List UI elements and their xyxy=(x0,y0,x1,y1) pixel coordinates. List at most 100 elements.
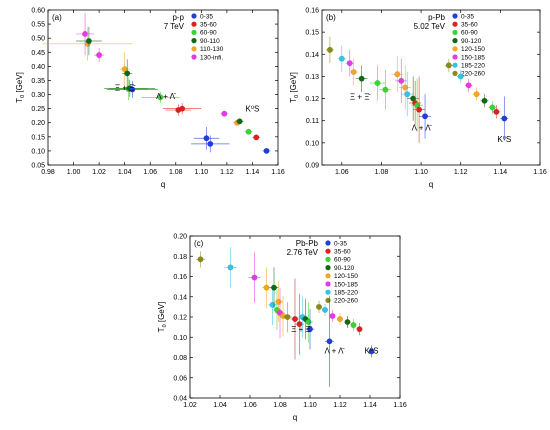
energy-label: 5.02 TeV xyxy=(414,22,446,31)
particle-annotation: Λ + Λ̄ xyxy=(412,124,433,133)
data-point xyxy=(457,73,464,80)
y-tick-label: 0.45 xyxy=(31,50,45,57)
y-tick-label: 0.15 xyxy=(305,30,319,37)
data-point xyxy=(337,316,343,322)
legend-label: 60-90 xyxy=(200,30,217,37)
legend-label: 35-60 xyxy=(461,22,478,29)
y-tick-label: 0.13 xyxy=(305,74,319,81)
y-tick-label: 0.50 xyxy=(31,36,45,43)
y-tick-label: 0.06 xyxy=(173,375,187,382)
legend-marker xyxy=(325,265,331,271)
legend-marker xyxy=(191,38,197,44)
legend-label: 150-185 xyxy=(461,54,485,61)
x-tick-label: 1.06 xyxy=(143,169,157,176)
y-tick-label: 0.14 xyxy=(305,52,319,59)
particle-annotation: Λ + Λ̄ xyxy=(156,92,177,101)
legend-marker xyxy=(452,29,458,35)
y-tick-label: 0.12 xyxy=(173,315,187,322)
legend-marker xyxy=(325,240,331,246)
legend-marker xyxy=(325,281,331,287)
particle-annotation: K⁰S xyxy=(245,104,259,113)
legend-marker xyxy=(191,13,197,19)
x-tick-label: 1.16 xyxy=(271,169,285,176)
data-point xyxy=(96,52,103,59)
particle-annotation: Λ + Λ̄ xyxy=(325,346,346,355)
data-point xyxy=(358,75,365,82)
y-tick-label: 0.12 xyxy=(305,96,319,103)
x-tick-label: 1.16 xyxy=(393,402,407,409)
y-axis-title-main: T xyxy=(15,98,24,103)
data-point xyxy=(374,80,381,87)
particle-annotation: Ξ + Ξ̄ xyxy=(115,83,137,92)
data-point xyxy=(129,86,136,93)
data-point xyxy=(263,284,270,291)
legend-marker xyxy=(325,273,331,279)
energy-label: 7 TeV xyxy=(164,22,185,31)
data-point xyxy=(346,60,353,67)
legend-marker xyxy=(452,54,458,60)
legend-label: 35-60 xyxy=(334,249,351,256)
legend-marker xyxy=(191,54,197,60)
y-tick-label: 0.16 xyxy=(173,274,187,281)
data-point xyxy=(326,338,333,345)
data-point xyxy=(275,298,282,305)
data-point xyxy=(197,256,204,263)
legend-marker xyxy=(452,13,458,19)
x-tick-label: 1.00 xyxy=(67,169,81,176)
y-axis-title-unit: [GeV] xyxy=(15,72,24,95)
system-label: p-p xyxy=(172,13,184,22)
data-point xyxy=(404,91,411,98)
data-point xyxy=(356,326,363,333)
y-tick-label: 0.20 xyxy=(31,120,45,127)
legend-label: 90-120 xyxy=(334,265,355,272)
x-tick-label: 1.14 xyxy=(246,169,260,176)
data-point xyxy=(422,113,429,120)
y-axis-title-sub: 0 xyxy=(294,95,300,98)
x-axis-title: q xyxy=(429,180,433,189)
data-point xyxy=(284,314,291,320)
legend-label: 110-130 xyxy=(200,46,224,53)
panel-tag: (a) xyxy=(52,13,62,22)
data-point xyxy=(227,264,234,271)
particle-annotation: Ξ + Ξ̄ xyxy=(350,93,372,102)
data-point xyxy=(292,316,298,322)
data-point xyxy=(322,306,328,313)
data-point xyxy=(416,106,423,113)
plot-frame xyxy=(321,9,541,166)
x-axis-title: q xyxy=(293,413,297,422)
data-point xyxy=(489,104,496,111)
y-axis-title: T0 [GeV] xyxy=(157,302,168,333)
chart-panel-b: 1.06 1.08 1.10 1.12 1.14 1.16 0.09 0.10 0.11 0.12… xyxy=(289,8,547,190)
chart-panel-a: 0.98 1.00 1.02 1.04 1.06 1.08 1.10 1.12 1.14 1.16… xyxy=(15,8,285,190)
x-tick-label: 1.12 xyxy=(220,169,234,176)
legend-marker xyxy=(325,256,331,262)
system-label: Pb-Pb xyxy=(296,239,319,248)
y-axis-title-main: T xyxy=(157,327,166,332)
y-tick-label: 0.18 xyxy=(173,254,187,261)
data-point xyxy=(82,31,89,37)
y-tick-label: 0.14 xyxy=(173,294,187,301)
data-point xyxy=(221,110,228,117)
y-tick-label: 0.05 xyxy=(31,163,45,170)
y-tick-label: 0.35 xyxy=(31,78,45,85)
data-point xyxy=(493,108,500,115)
legend-label: 120-150 xyxy=(334,273,358,280)
data-point xyxy=(271,284,277,291)
data-point xyxy=(179,105,186,112)
y-axis-title-unit: [GeV] xyxy=(289,72,298,95)
y-axis-title-sub: 0 xyxy=(20,95,26,98)
x-tick-label: 1.06 xyxy=(335,169,349,176)
y-axis-title-sub: 0 xyxy=(162,324,168,327)
panel-tag: (b) xyxy=(326,13,336,22)
y-tick-label: 0.08 xyxy=(173,355,187,362)
data-point xyxy=(307,326,313,333)
legend-marker xyxy=(191,46,197,52)
system-label: p-Pb xyxy=(428,13,445,22)
x-tick-label: 1.08 xyxy=(375,169,389,176)
legend-label: 0-35 xyxy=(200,13,213,20)
data-point xyxy=(350,322,357,329)
y-tick-label: 0.10 xyxy=(173,335,187,342)
data-point xyxy=(382,86,389,93)
legend-label: 35-60 xyxy=(200,22,217,29)
legend-label: 120-150 xyxy=(461,46,485,53)
